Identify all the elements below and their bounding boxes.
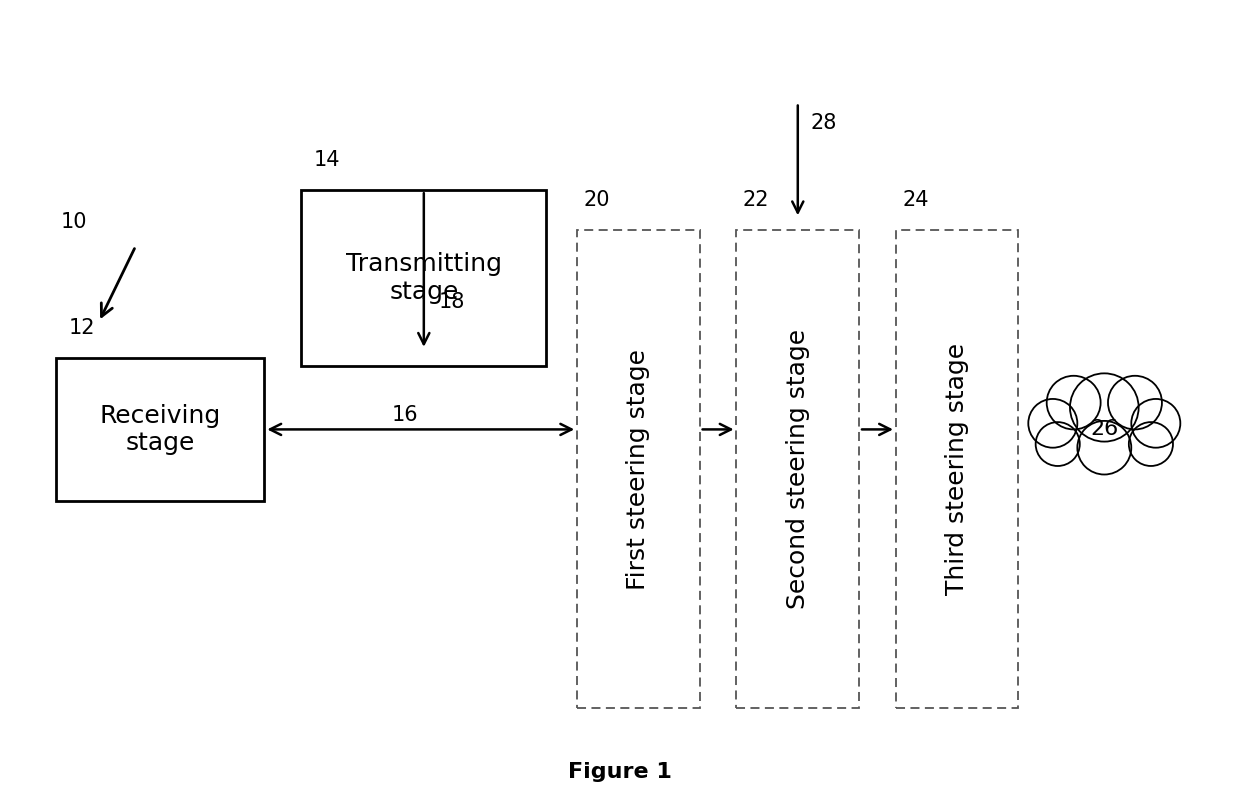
Text: Figure 1: Figure 1	[568, 762, 672, 782]
Ellipse shape	[1028, 399, 1078, 448]
Text: 28: 28	[810, 113, 837, 132]
Text: 24: 24	[901, 191, 929, 210]
Text: 18: 18	[439, 292, 465, 312]
Ellipse shape	[1035, 422, 1080, 466]
FancyBboxPatch shape	[56, 358, 264, 501]
Ellipse shape	[1131, 399, 1180, 448]
Text: First steering stage: First steering stage	[626, 349, 651, 590]
Text: 20: 20	[583, 191, 610, 210]
Text: 16: 16	[392, 406, 419, 426]
FancyBboxPatch shape	[577, 230, 699, 708]
Ellipse shape	[1047, 375, 1101, 429]
Text: Transmitting
stage: Transmitting stage	[346, 252, 502, 304]
Text: Third steering stage: Third steering stage	[945, 343, 970, 595]
FancyBboxPatch shape	[737, 230, 859, 708]
Ellipse shape	[1070, 373, 1138, 442]
FancyBboxPatch shape	[895, 230, 1018, 708]
Ellipse shape	[1128, 422, 1173, 466]
Text: 12: 12	[68, 318, 94, 337]
Ellipse shape	[1109, 375, 1162, 429]
Text: 26: 26	[1090, 419, 1118, 440]
Ellipse shape	[1078, 421, 1131, 474]
Text: 22: 22	[743, 191, 769, 210]
FancyBboxPatch shape	[301, 191, 547, 366]
Text: Second steering stage: Second steering stage	[786, 329, 810, 609]
Text: 14: 14	[314, 150, 340, 170]
Text: 10: 10	[61, 212, 88, 232]
Text: Receiving
stage: Receiving stage	[99, 404, 221, 455]
